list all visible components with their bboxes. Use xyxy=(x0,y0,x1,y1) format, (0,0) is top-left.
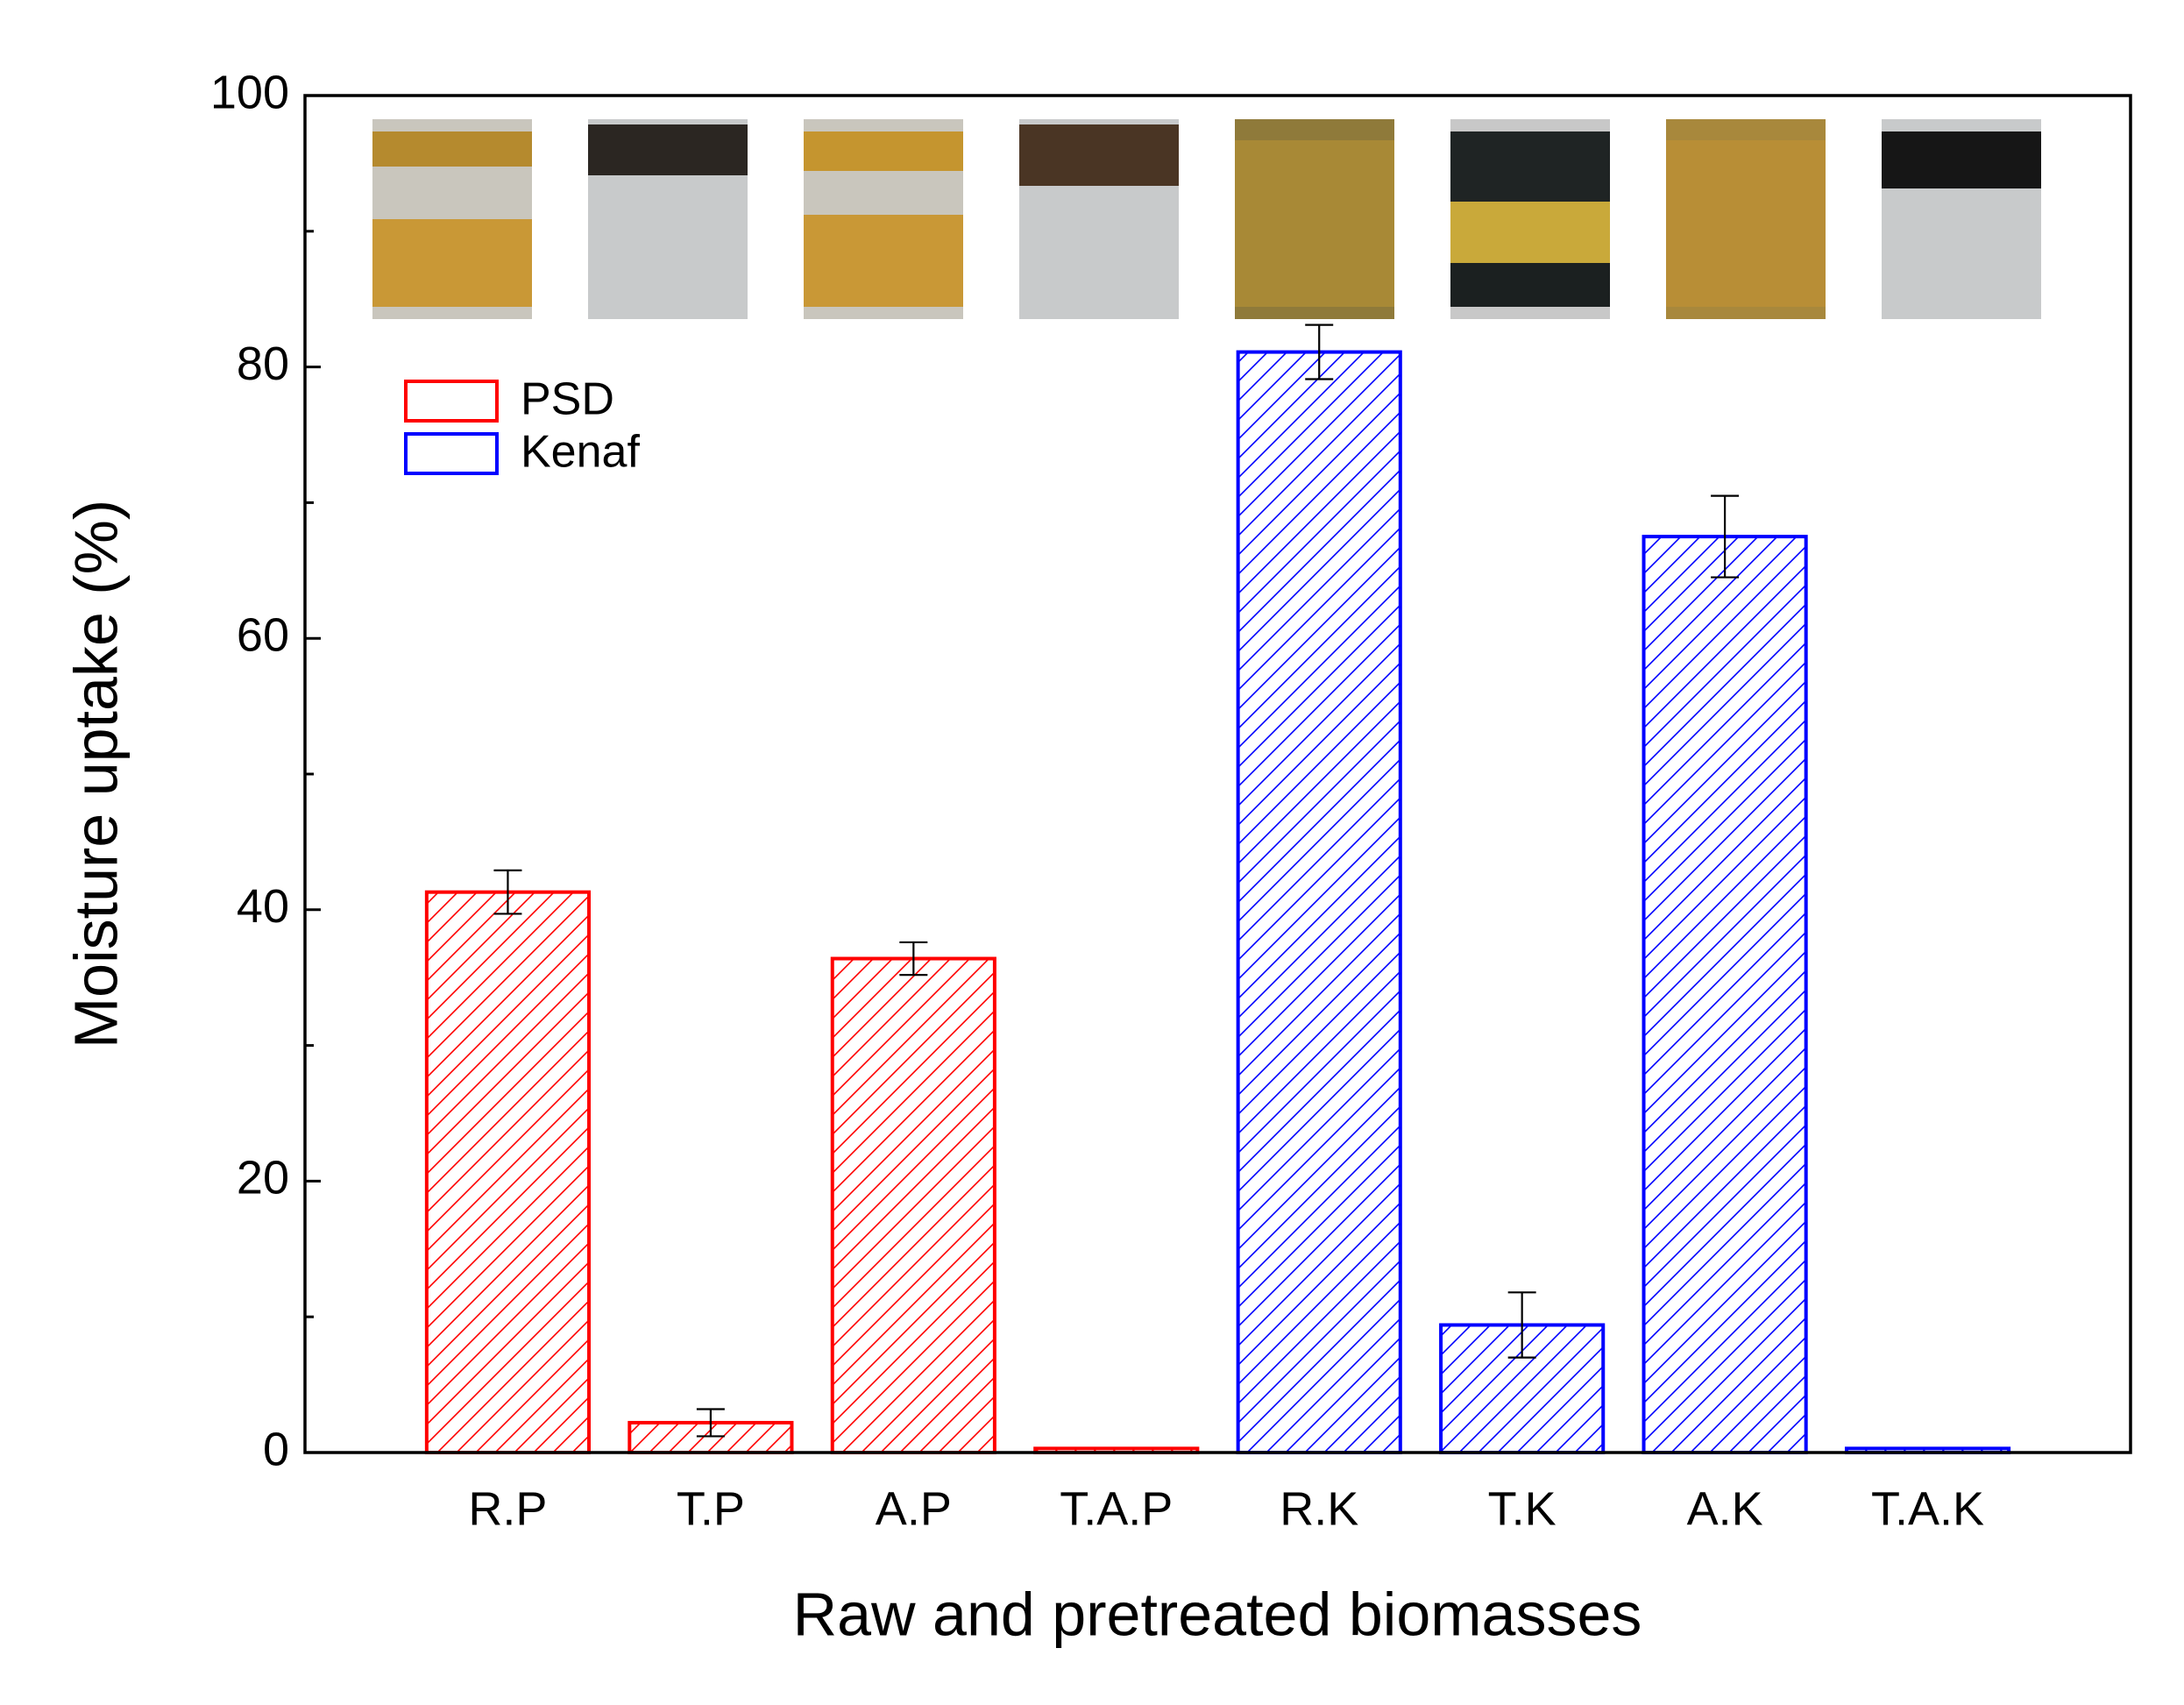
x-tick-label: R.K xyxy=(1280,1482,1358,1535)
x-tick-label: T.K xyxy=(1488,1482,1556,1535)
y-tick-label: 0 xyxy=(263,1423,289,1475)
legend-swatch xyxy=(404,380,499,423)
vial-photo xyxy=(804,131,963,171)
vial-photos xyxy=(372,119,2041,319)
vial-photo xyxy=(1450,131,1610,202)
bar xyxy=(424,890,592,1454)
legend-label: Kenaf xyxy=(521,427,640,478)
legend-swatch xyxy=(404,432,499,475)
vial-photo xyxy=(372,131,532,167)
vial-photo xyxy=(372,219,532,307)
error-bar xyxy=(1711,494,1740,579)
x-tick-label: R.P xyxy=(468,1482,547,1535)
legend-label: PSD xyxy=(521,374,614,425)
y-tick-label: 100 xyxy=(210,66,289,118)
x-axis-label: Raw and pretreated biomasses xyxy=(793,1580,1642,1648)
vial-photo xyxy=(1666,140,1826,307)
y-tick-label: 60 xyxy=(237,608,289,661)
vial-photo xyxy=(1882,131,2041,188)
plot-frame xyxy=(303,94,2132,1454)
vial-photo xyxy=(804,215,963,307)
y-tick-label: 80 xyxy=(237,337,289,390)
vial-photo xyxy=(1450,202,1610,263)
x-tick-label: T.P xyxy=(677,1482,745,1535)
x-tick-label: A.K xyxy=(1687,1482,1763,1535)
vial-photo xyxy=(1019,124,1179,186)
x-tick-label: T.A.K xyxy=(1871,1482,1984,1535)
y-tick-label: 20 xyxy=(237,1152,289,1204)
x-tick-label: T.A.P xyxy=(1060,1482,1173,1535)
vial-photo xyxy=(588,124,748,175)
bar xyxy=(1236,350,1402,1454)
bar xyxy=(1642,535,1808,1454)
y-tick-label: 40 xyxy=(237,880,289,933)
y-axis-label: Moisture uptake (%) xyxy=(61,500,130,1048)
error-bar xyxy=(899,941,928,977)
error-bar xyxy=(696,1408,725,1438)
vial-photo xyxy=(1450,263,1610,307)
error-bar xyxy=(493,869,522,915)
bar xyxy=(830,956,996,1454)
x-tick-label: A.P xyxy=(876,1482,952,1535)
error-bar xyxy=(1507,1291,1536,1359)
error-bar xyxy=(1305,323,1334,380)
vial-photo xyxy=(1235,140,1394,307)
